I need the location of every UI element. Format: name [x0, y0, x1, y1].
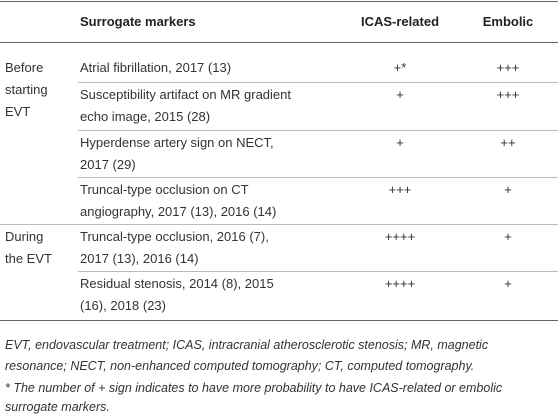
- column-header: Surrogate markers: [80, 14, 196, 29]
- icas-value: +++: [388, 182, 412, 197]
- rule: [78, 271, 558, 272]
- rule: [0, 1, 558, 2]
- footnote: EVT, endovascular treatment; ICAS, intra…: [5, 338, 489, 352]
- footnote: surrogate markers.: [5, 400, 110, 414]
- column-header: Embolic: [482, 14, 534, 29]
- icas-value: +: [396, 135, 404, 150]
- marker-text: Residual stenosis, 2014 (8), 2015: [80, 276, 274, 291]
- marker-text: 2017 (29): [80, 156, 136, 172]
- marker-text: Truncal-type occlusion, 2016 (7),: [80, 229, 269, 244]
- embolic-value: +: [504, 229, 512, 244]
- group-label: starting: [5, 82, 48, 97]
- marker-text: Hyperdense artery sign on NECT,: [80, 135, 274, 150]
- embolic-value: +: [504, 276, 512, 291]
- footnote: * The number of + sign indicates to have…: [5, 381, 503, 395]
- marker-text: (16), 2018 (23): [80, 297, 166, 313]
- column-header: ICAS-related: [360, 14, 440, 29]
- rule: [78, 177, 558, 178]
- icas-value: ++++: [384, 276, 416, 291]
- group-label: the EVT: [5, 251, 52, 266]
- group-label: During: [5, 229, 44, 244]
- marker-text: Truncal-type occlusion on CT: [80, 182, 249, 197]
- group-label: EVT: [5, 104, 31, 119]
- embolic-value: ++: [500, 135, 516, 150]
- rule: [0, 42, 558, 43]
- marker-text: Susceptibility artifact on MR gradient: [80, 87, 291, 102]
- embolic-value: +++: [496, 87, 520, 102]
- marker-text: echo image, 2015 (28): [80, 108, 211, 124]
- rule: [78, 82, 558, 83]
- icas-value: +*: [393, 60, 407, 75]
- marker-text: 2017 (13), 2016 (14): [80, 250, 199, 266]
- icas-value: +: [396, 87, 404, 102]
- marker-text: angiography, 2017 (13), 2016 (14): [80, 203, 277, 219]
- embolic-value: +++: [496, 60, 520, 75]
- rule: [0, 224, 558, 225]
- icas-value: ++++: [384, 229, 416, 244]
- footnote: resonance; NECT, non-enhanced computed t…: [5, 359, 475, 373]
- embolic-value: +: [504, 182, 512, 197]
- group-label: Before: [5, 60, 44, 75]
- rule: [78, 130, 558, 131]
- marker-text: Atrial fibrillation, 2017 (13): [80, 60, 232, 75]
- rule: [0, 320, 558, 321]
